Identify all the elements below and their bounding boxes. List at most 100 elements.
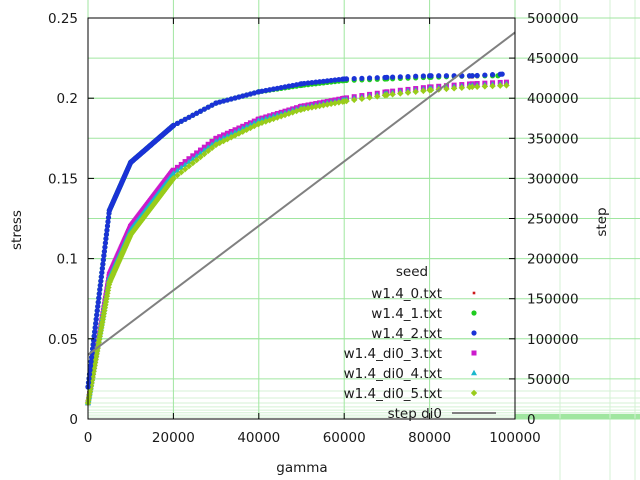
y2-tick-label: 100000: [527, 332, 579, 348]
data-point: [366, 75, 373, 81]
data-point: [205, 141, 211, 147]
series-step-di0: [87, 31, 516, 356]
data-point: [201, 106, 207, 112]
data-point: [324, 101, 331, 108]
data-point: [182, 159, 188, 165]
data-point: [194, 150, 200, 156]
data-point: [293, 82, 300, 88]
data-point: [262, 118, 270, 125]
data-point: [282, 84, 288, 90]
data-point: [197, 147, 203, 153]
data-point: [263, 87, 269, 94]
y2-tick-label: 350000: [527, 131, 579, 147]
data-point: [343, 76, 350, 82]
data-point: [309, 79, 315, 86]
legend-title: seed: [396, 264, 428, 280]
data-point: [94, 308, 100, 314]
y2-tick-label: 0: [527, 412, 536, 428]
data-point: [324, 78, 330, 84]
data-point: [209, 138, 215, 144]
legend-label: w1.4_1.txt: [371, 306, 442, 322]
data-point: [193, 156, 200, 164]
legend-label: step di0: [388, 406, 442, 422]
data-point: [405, 73, 411, 80]
data-point: [101, 253, 107, 259]
legend-label: w1.4_2.txt: [371, 326, 442, 342]
data-point: [99, 318, 106, 326]
data-point: [332, 77, 338, 83]
data-point: [305, 80, 311, 86]
data-point: [197, 153, 204, 161]
data-point: [170, 122, 177, 128]
data-point: [88, 358, 94, 365]
data-point: [358, 95, 366, 102]
data-point: [190, 153, 196, 159]
series-w1.4_2.txt: [85, 71, 505, 390]
data-point: [366, 94, 373, 101]
data-point: [101, 307, 108, 314]
data-point: [359, 75, 365, 81]
data-point: [90, 341, 96, 348]
data-point: [339, 98, 346, 105]
data-point: [327, 100, 335, 108]
data-point: [443, 85, 450, 93]
x-tick-label: 40000: [237, 430, 280, 446]
data-point: [178, 118, 184, 124]
data-point: [474, 72, 480, 79]
data-point: [190, 112, 196, 118]
data-point: [412, 88, 419, 95]
data-point: [466, 83, 473, 91]
y2-tick-label: 300000: [527, 171, 579, 187]
data-point: [381, 92, 389, 99]
data-point: [103, 236, 109, 242]
data-point: [390, 74, 396, 80]
data-point: [428, 73, 434, 79]
data-point: [92, 329, 98, 335]
data-point: [92, 325, 98, 331]
data-point: [96, 291, 102, 297]
data-point: [458, 84, 465, 91]
data-point: [186, 114, 192, 120]
data-point: [205, 104, 211, 110]
data-point: [174, 164, 180, 170]
data-point: [101, 248, 107, 255]
y-tick-label: 0.1: [57, 252, 78, 268]
data-point: [297, 81, 303, 87]
data-point: [397, 90, 404, 97]
data-point: [95, 299, 101, 305]
x-tick-label: 60000: [323, 430, 366, 446]
data-point: [281, 111, 289, 119]
legend-label: w1.4_di0_4.txt: [344, 366, 442, 382]
data-point: [274, 114, 281, 121]
data-point: [100, 261, 106, 267]
data-point: [328, 77, 334, 84]
data-point: [87, 363, 94, 369]
legend-swatch: [472, 291, 476, 295]
data-point: [374, 93, 381, 100]
grid-minor: [88, 0, 640, 480]
legend-label: w1.4_di0_3.txt: [344, 346, 442, 362]
data-point: [91, 333, 97, 339]
data-point: [95, 303, 101, 310]
y2-tick-label: 400000: [527, 91, 579, 107]
data-point: [317, 79, 323, 85]
data-point: [350, 96, 358, 104]
data-point: [489, 72, 496, 78]
y-tick-label: 0.2: [57, 91, 78, 107]
data-point: [185, 162, 193, 170]
x-axis-label: gamma: [276, 460, 327, 476]
data-point: [320, 78, 327, 84]
data-point: [204, 147, 212, 155]
data-point: [443, 73, 450, 79]
data-point: [178, 169, 185, 176]
data-point: [87, 367, 93, 373]
data-point: [503, 82, 510, 89]
data-point: [182, 116, 188, 122]
data-point: [289, 109, 296, 116]
data-point: [481, 83, 489, 90]
data-point: [420, 73, 426, 79]
data-point: [340, 76, 346, 82]
legend: seed w1.4_0.txt w1.4_1.txt w1.4_2.txt w1.4_…: [344, 264, 496, 422]
data-point: [466, 73, 473, 79]
